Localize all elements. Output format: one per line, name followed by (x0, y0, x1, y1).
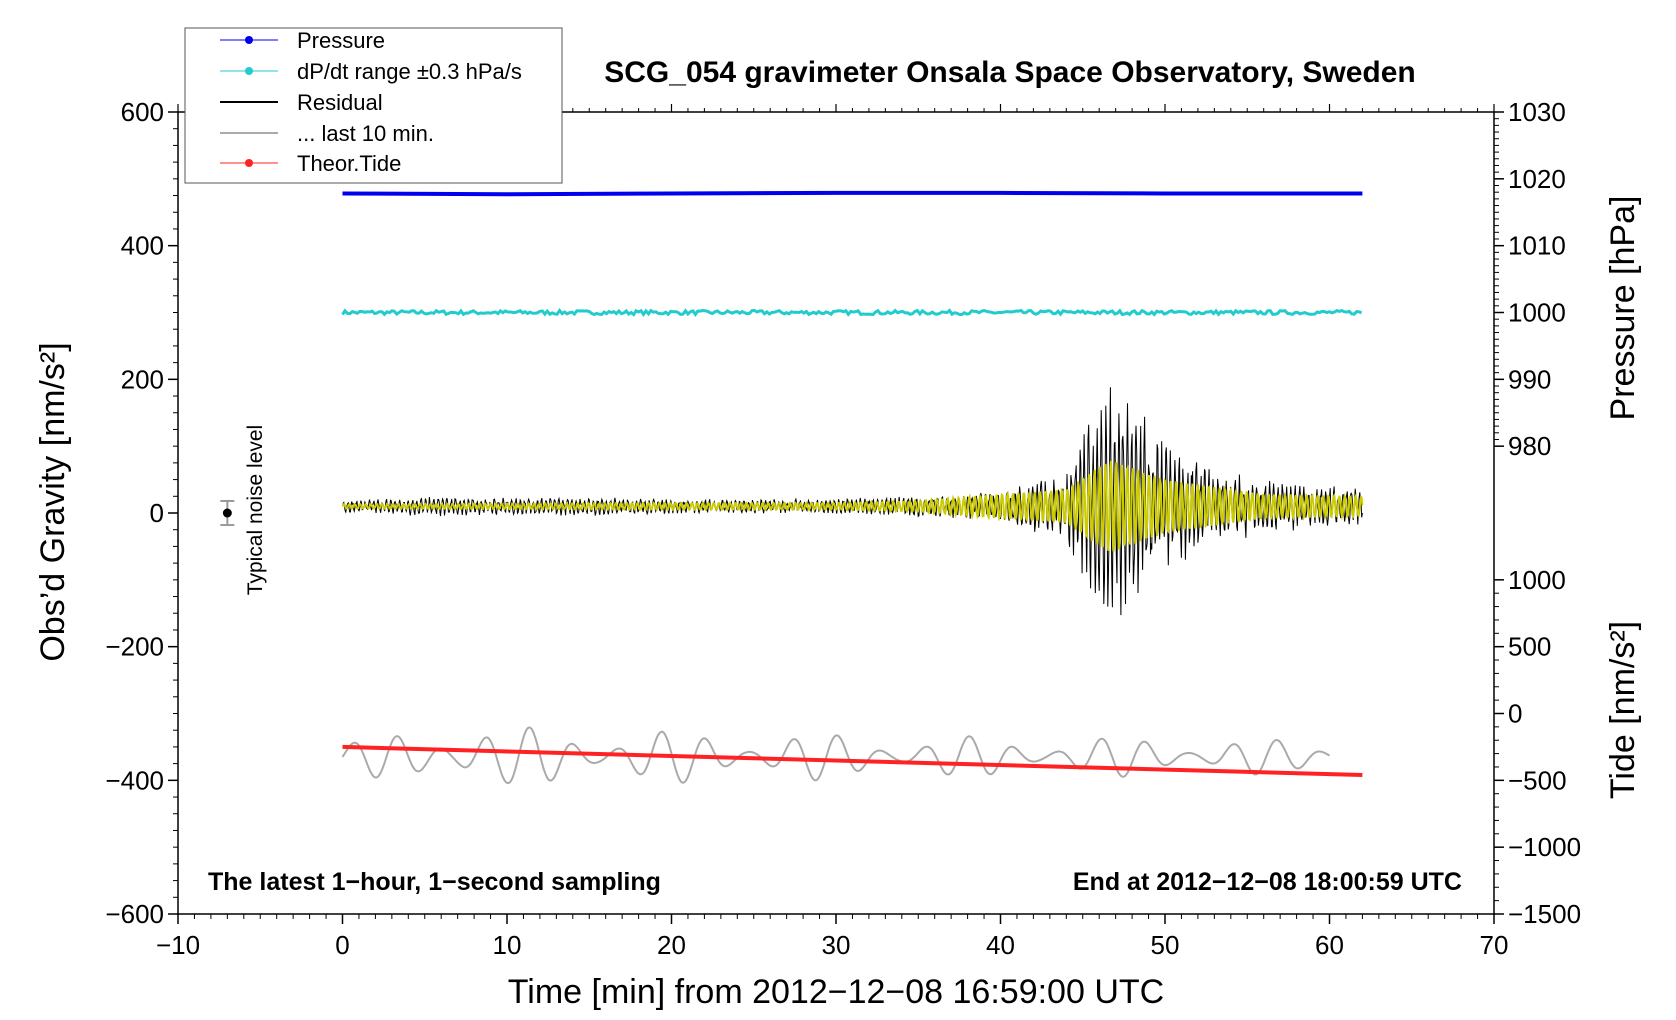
pressure-axis-tick-label: 980 (1508, 431, 1551, 461)
y-axis-pressure-title: Pressure [hPa] (1604, 196, 1642, 421)
x-tick-label: 60 (1315, 930, 1344, 960)
x-tick-label: 70 (1480, 930, 1509, 960)
tide-axis-tick-label: −1500 (1508, 899, 1581, 929)
legend-label-last10: ... last 10 min. (297, 121, 434, 146)
plot-area (220, 190, 1364, 785)
legend-marker-dpdt (245, 67, 253, 75)
legend-marker-tide (245, 159, 253, 167)
y-tick-label-left: −400 (105, 765, 164, 795)
axes-group: −10 0 10 20 30 40 50 60 706004002000−200−400−600… (105, 97, 1581, 960)
end-time-note: End at 2012−12−08 18:00:59 UTC (1073, 868, 1462, 896)
y-tick-label-left: −600 (105, 899, 164, 929)
pressure-axis-tick-label: 1020 (1508, 164, 1566, 194)
legend-label-dpdt: dP/dt range ±0.3 hPa/s (297, 59, 522, 84)
y-tick-label-left: 200 (121, 364, 164, 394)
noise-marker-point (222, 508, 232, 518)
chart-title: SCG_054 gravimeter Onsala Space Observat… (604, 56, 1416, 89)
sampling-note: The latest 1−hour, 1−second sampling (208, 868, 661, 896)
tide-axis-tick-label: −500 (1508, 765, 1567, 795)
x-axis-title: Time [min] from 2012−12−08 16:59:00 UTC (508, 973, 1164, 1011)
noise-label-group: Typical noise level (244, 425, 267, 595)
y-axis-tide-title-group: Tide [nm/s²] (1604, 621, 1642, 799)
y-tick-label-left: −200 (105, 632, 164, 662)
y-axis-tide-title: Tide [nm/s²] (1604, 621, 1642, 799)
tide-axis-tick-label: 0 (1508, 699, 1522, 729)
tide-line (342, 744, 1363, 777)
dpdt-line (341, 307, 1363, 318)
x-tick-label: 40 (986, 930, 1015, 960)
last-10-min-line (341, 726, 1330, 785)
pressure-axis-tick-label: 1030 (1508, 97, 1566, 127)
x-tick-label: 20 (657, 930, 686, 960)
x-tick-label: 10 (493, 930, 522, 960)
pressure-axis-tick-label: 1010 (1508, 231, 1566, 261)
pressure-line (342, 190, 1363, 197)
legend-box (184, 27, 563, 184)
y-tick-label-left: 400 (121, 231, 164, 261)
y-axis-left-title: Obs’d Gravity [nm/s²] (34, 342, 72, 661)
y-axis-left-title-group: Obs’d Gravity [nm/s²] (34, 342, 72, 661)
y-axis-pressure-title-group: Pressure [hPa] (1604, 196, 1642, 421)
legend-marker-pressure (245, 36, 253, 44)
tide-axis-tick-label: 500 (1508, 632, 1551, 662)
x-tick-label: −10 (156, 930, 200, 960)
tide-axis-tick-label: −1000 (1508, 832, 1581, 862)
legend-label-residual: Residual (297, 90, 383, 115)
noise-level-label: Typical noise level (244, 425, 267, 595)
legend: Pressure dP/dt range ±0.3 hPa/s Residual… (184, 27, 563, 184)
pressure-axis-tick-label: 990 (1508, 364, 1551, 394)
pressure-axis-tick-label: 1000 (1508, 298, 1566, 328)
legend-label-pressure: Pressure (297, 28, 385, 53)
x-tick-label: 30 (822, 930, 851, 960)
legend-label-tide: Theor.Tide (297, 151, 401, 176)
residual-lowpass-line (341, 460, 1364, 552)
tide-axis-tick-label: 1000 (1508, 565, 1566, 595)
x-tick-label: 0 (335, 930, 349, 960)
y-tick-label-left: 600 (121, 97, 164, 127)
y-tick-label-left: 0 (150, 498, 164, 528)
x-tick-label: 50 (1151, 930, 1180, 960)
